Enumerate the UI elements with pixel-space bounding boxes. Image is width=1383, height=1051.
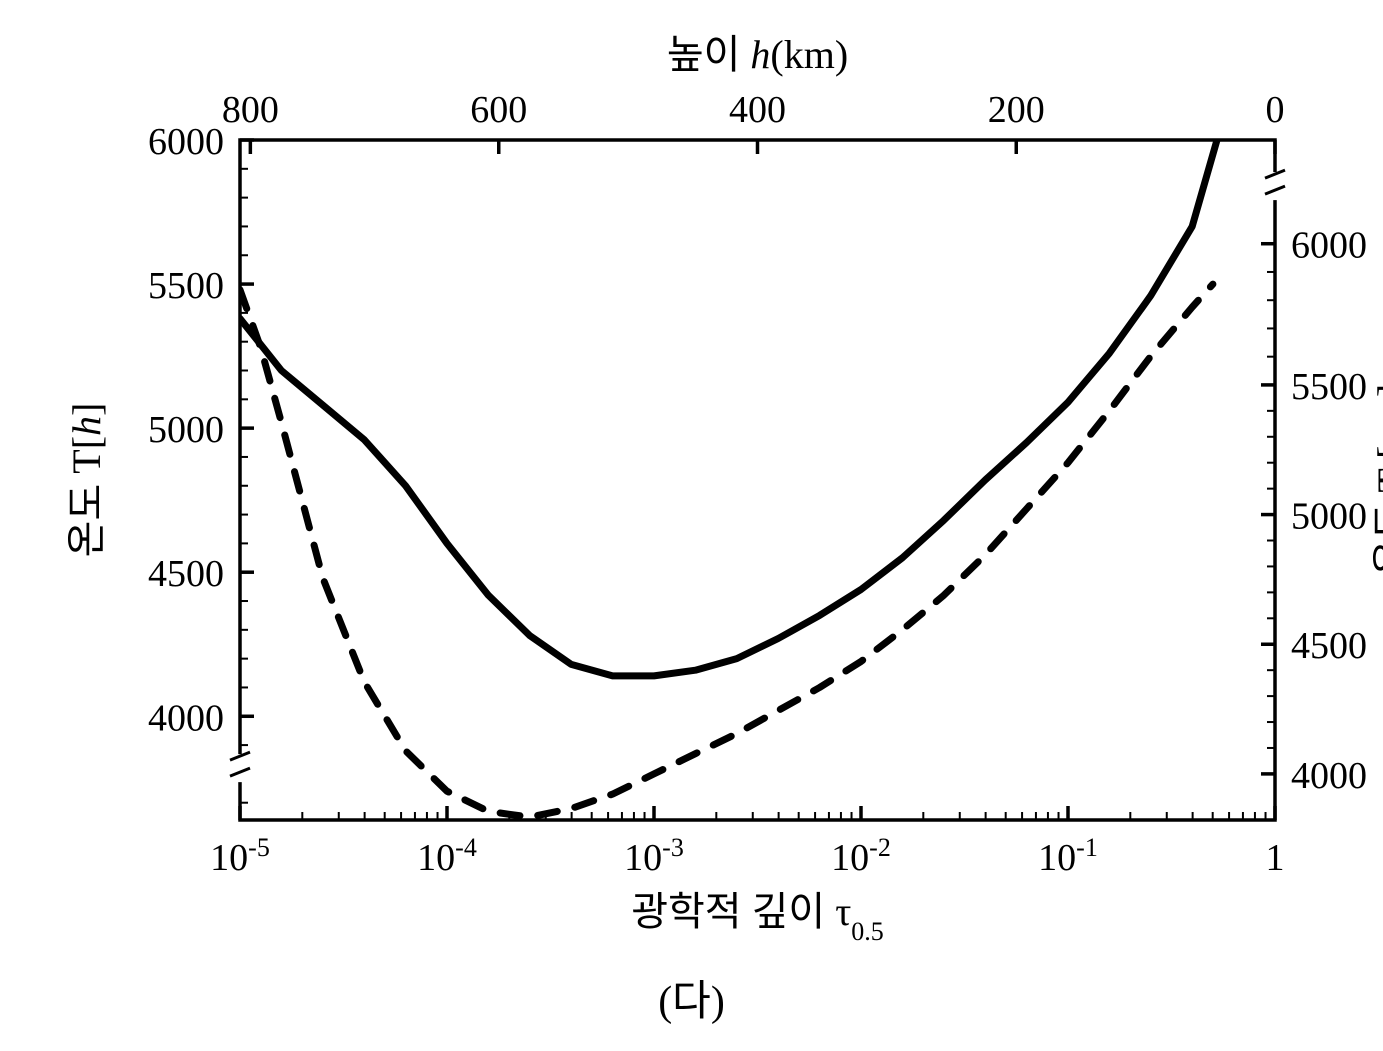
x-bottom-tick-label: 10-4: [417, 833, 477, 880]
x-bottom-tick-label: 1: [1266, 837, 1285, 879]
y-left-tick-label: 5000: [148, 409, 224, 451]
y-right-tick-label: 5000: [1291, 496, 1367, 538]
y-left-tick-label: 4500: [148, 553, 224, 595]
y-left-label: 온도 T[h]: [64, 403, 109, 558]
x-bottom-label: 광학적 깊이 τ0.5: [631, 889, 884, 946]
y-right-tick-label: 6000: [1291, 225, 1367, 267]
chart-svg: 10-5 10-4 10-3 10-2 10-1 1 광학적 깊이 τ0.5 800 600 40…: [0, 0, 1383, 1051]
chart-container: 10-5 10-4 10-3 10-2 10-1 1 광학적 깊이 τ0.5 800 600 40…: [0, 0, 1383, 1051]
y-right-label: 온도 T [τ0.5]: [1369, 384, 1383, 577]
x-top-label: 높이 h(km): [667, 32, 848, 77]
x-top-tick-label: 800: [222, 89, 279, 131]
x-top-tick-label: 200: [988, 89, 1045, 131]
y-right-tick-label: 4000: [1291, 755, 1367, 797]
x-top-tick-label: 600: [470, 89, 527, 131]
y-left-tick-label: 4000: [148, 697, 224, 739]
y-left-tick-label: 6000: [148, 121, 224, 163]
series-dashed: [240, 284, 1213, 817]
x-top-tick-label: 400: [729, 89, 786, 131]
x-top-tick-label: 0: [1266, 89, 1285, 131]
y-right-tick-label: 4500: [1291, 625, 1367, 667]
x-bottom-tick-label: 10-3: [624, 833, 684, 880]
x-bottom-tick-label: 10-5: [210, 833, 270, 880]
y-right-tick-label: 5500: [1291, 366, 1367, 408]
caption: (다): [658, 979, 725, 1025]
y-left-tick-label: 5500: [148, 265, 224, 307]
plot-frame: [240, 140, 1275, 820]
series-solid: [240, 140, 1217, 676]
x-bottom-tick-label: 10-2: [831, 833, 891, 880]
x-bottom-tick-label: 10-1: [1038, 833, 1098, 880]
